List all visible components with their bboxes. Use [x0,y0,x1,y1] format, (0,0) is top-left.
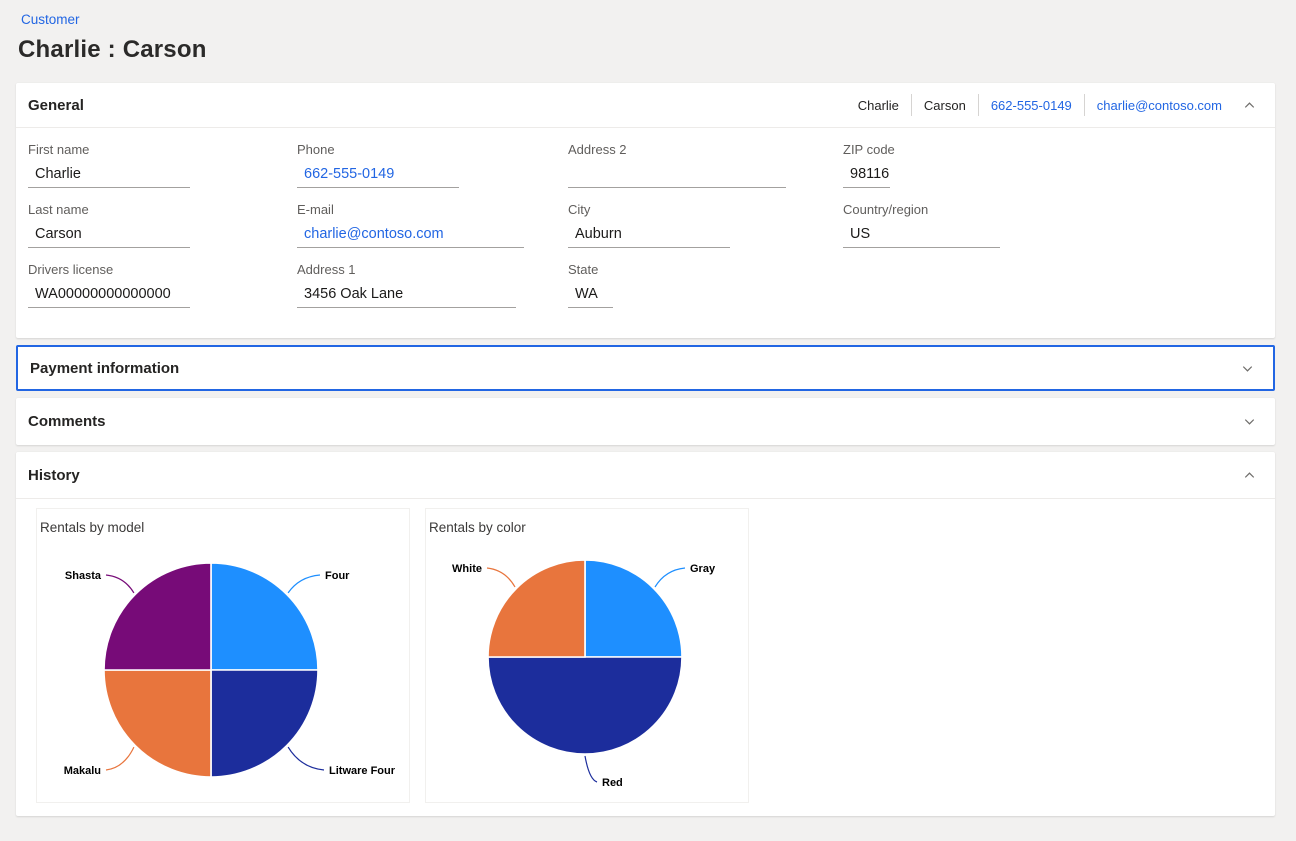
pie-leader-line-gray [654,567,686,588]
general-fields: First name Charlie Last name Carson Driv… [16,128,1275,338]
section-comments: Comments [16,398,1275,445]
pie-leader-line-shasta [105,574,135,594]
pie-label-shasta: Shasta [65,570,102,582]
pie-label-red: Red [602,777,623,789]
pie-slice-litware-four[interactable] [210,669,319,778]
pie-slice-shasta[interactable] [103,562,212,671]
pie-leader-line-white [486,567,516,588]
field-label: City [568,202,591,217]
chevron-down-icon[interactable] [1242,414,1257,429]
field-city: City Auburn [568,202,843,248]
field-address-2: Address 2 [568,142,843,188]
country-region-input[interactable]: US [843,225,1000,248]
field-label: Address 2 [568,142,627,157]
pie-slice-red[interactable] [487,656,683,755]
pie-slice-four[interactable] [210,562,319,671]
section-payment-information: Payment information [16,345,1275,391]
pie-label-litware-four: Litware Four [329,765,396,777]
field-label: Phone [297,142,335,157]
field-label: Country/region [843,202,929,217]
pie-slice-makalu[interactable] [103,669,212,778]
pie-label-makalu: Makalu [64,765,101,777]
pie-chart-rentals-by-color: Gray Red White [452,559,716,789]
last-name-input[interactable]: Carson [28,225,190,248]
field-label: Address 1 [297,262,356,277]
field-label: ZIP code [843,142,895,157]
section-general: General Charlie Carson 662-555-0149 char… [16,83,1275,338]
address-2-input[interactable] [568,165,786,188]
breadcrumb: Customer [21,11,1275,28]
fields-column-4: ZIP code 98116 Country/region US [843,142,1263,322]
pie-chart-rentals-by-model: Four Litware Four Makalu Shasta [64,562,396,778]
payment-section-header[interactable]: Payment information [18,347,1273,389]
pie-slice-gray[interactable] [584,559,683,658]
zip-code-input[interactable]: 98116 [843,165,890,188]
summary-separator [1083,94,1085,116]
general-summary: Charlie Carson 662-555-0149 charlie@cont… [858,94,1257,116]
field-label: State [568,262,599,277]
payment-section-title: Payment information [30,359,180,377]
chevron-down-icon[interactable] [1240,361,1255,376]
pie-leader-line-makalu [105,746,135,771]
summary-first-name: Charlie [857,97,899,113]
pie-leader-line-red [584,755,598,783]
drivers-license-input[interactable]: WA00000000000000 [28,285,190,308]
chart-title-rentals-by-model: Rentals by model [40,520,145,535]
field-country-region: Country/region US [843,202,1263,248]
chart-rentals-by-color: Rentals by color Gray Red White [425,508,749,803]
chevron-up-icon[interactable] [1242,468,1257,483]
chart-rentals-by-model: Rentals by model Four Litware Four Makalu S… [36,508,410,803]
field-label: E-mail [297,202,334,217]
customer-detail-page: Customer Charlie : Carson General Charli… [16,11,1275,816]
email-input[interactable]: charlie@contoso.com [297,225,524,248]
summary-last-name: Carson [923,97,966,113]
summary-phone-link[interactable]: 662-555-0149 [990,97,1072,113]
pie-label-four: Four [325,570,350,582]
summary-separator [910,94,912,116]
breadcrumb-customer-link[interactable]: Customer [21,12,80,27]
city-input[interactable]: Auburn [568,225,730,248]
pie-leader-line-four [287,574,321,594]
field-label: Drivers license [28,262,114,277]
pie-label-gray: Gray [690,563,716,575]
field-state: State WA [568,262,843,308]
field-email: E-mail charlie@contoso.com [297,202,568,248]
comments-section-title: Comments [28,413,106,430]
summary-separator [977,94,979,116]
state-input[interactable]: WA [568,285,613,308]
field-last-name: Last name Carson [28,202,297,248]
general-section-header[interactable]: General Charlie Carson 662-555-0149 char… [16,83,1275,127]
field-first-name: First name Charlie [28,142,297,188]
fields-column-3: Address 2 City Auburn State WA [568,142,843,322]
comments-section-header[interactable]: Comments [16,398,1275,445]
fields-column-1: First name Charlie Last name Carson Driv… [28,142,297,322]
phone-input[interactable]: 662-555-0149 [297,165,459,188]
summary-email-link[interactable]: charlie@contoso.com [1096,97,1222,113]
divider [16,127,1275,128]
field-drivers-license: Drivers license WA00000000000000 [28,262,297,308]
page-title: Charlie : Carson [18,36,207,63]
pie-leader-line-litware-four [287,746,325,771]
field-address-1: Address 1 3456 Oak Lane [297,262,568,308]
chart-title-rentals-by-color: Rentals by color [429,520,526,535]
field-zip-code: ZIP code 98116 [843,142,1263,188]
field-label: Last name [28,202,89,217]
history-charts: Rentals by model Four Litware Four Makalu S… [16,499,1275,816]
history-section-header[interactable]: History [16,452,1275,498]
section-history: History Rentals by model Four Litware Fou… [16,452,1275,816]
first-name-input[interactable]: Charlie [28,165,190,188]
divider [16,498,1275,499]
address-1-input[interactable]: 3456 Oak Lane [297,285,516,308]
chevron-up-icon[interactable] [1242,98,1257,113]
field-phone: Phone 662-555-0149 [297,142,568,188]
history-section-title: History [28,466,80,484]
fields-column-2: Phone 662-555-0149 E-mail charlie@contos… [297,142,568,322]
pie-label-white: White [452,563,482,575]
field-label: First name [28,142,90,157]
general-section-title: General [28,96,84,114]
pie-slice-white[interactable] [487,559,586,658]
